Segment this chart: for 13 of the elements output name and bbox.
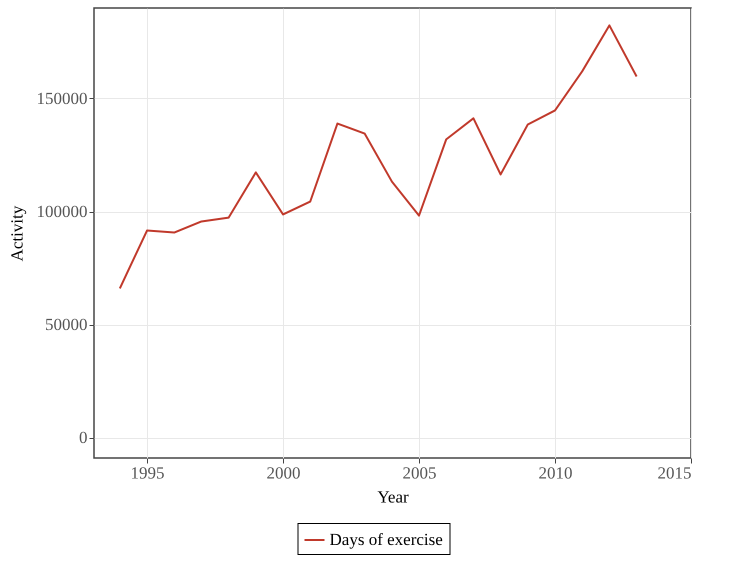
x-tick-label: 2005 [402,464,437,482]
x-tick-label: 2015 [658,464,692,482]
y-tick-label: 100000 [36,202,88,222]
y-tick-label: 50000 [45,315,88,334]
y-axis-title: Activity [8,205,26,262]
legend-label: Days of exercise [330,530,443,549]
y-tick-label: 150000 [36,88,88,108]
x-tick-label: 2000 [266,464,301,482]
line-series [118,24,638,290]
x-axis-title: Year [377,488,409,506]
x-tick-label: 2010 [538,464,573,482]
y-tick-label: 0 [79,428,88,448]
x-tick-label: 1995 [130,464,165,482]
